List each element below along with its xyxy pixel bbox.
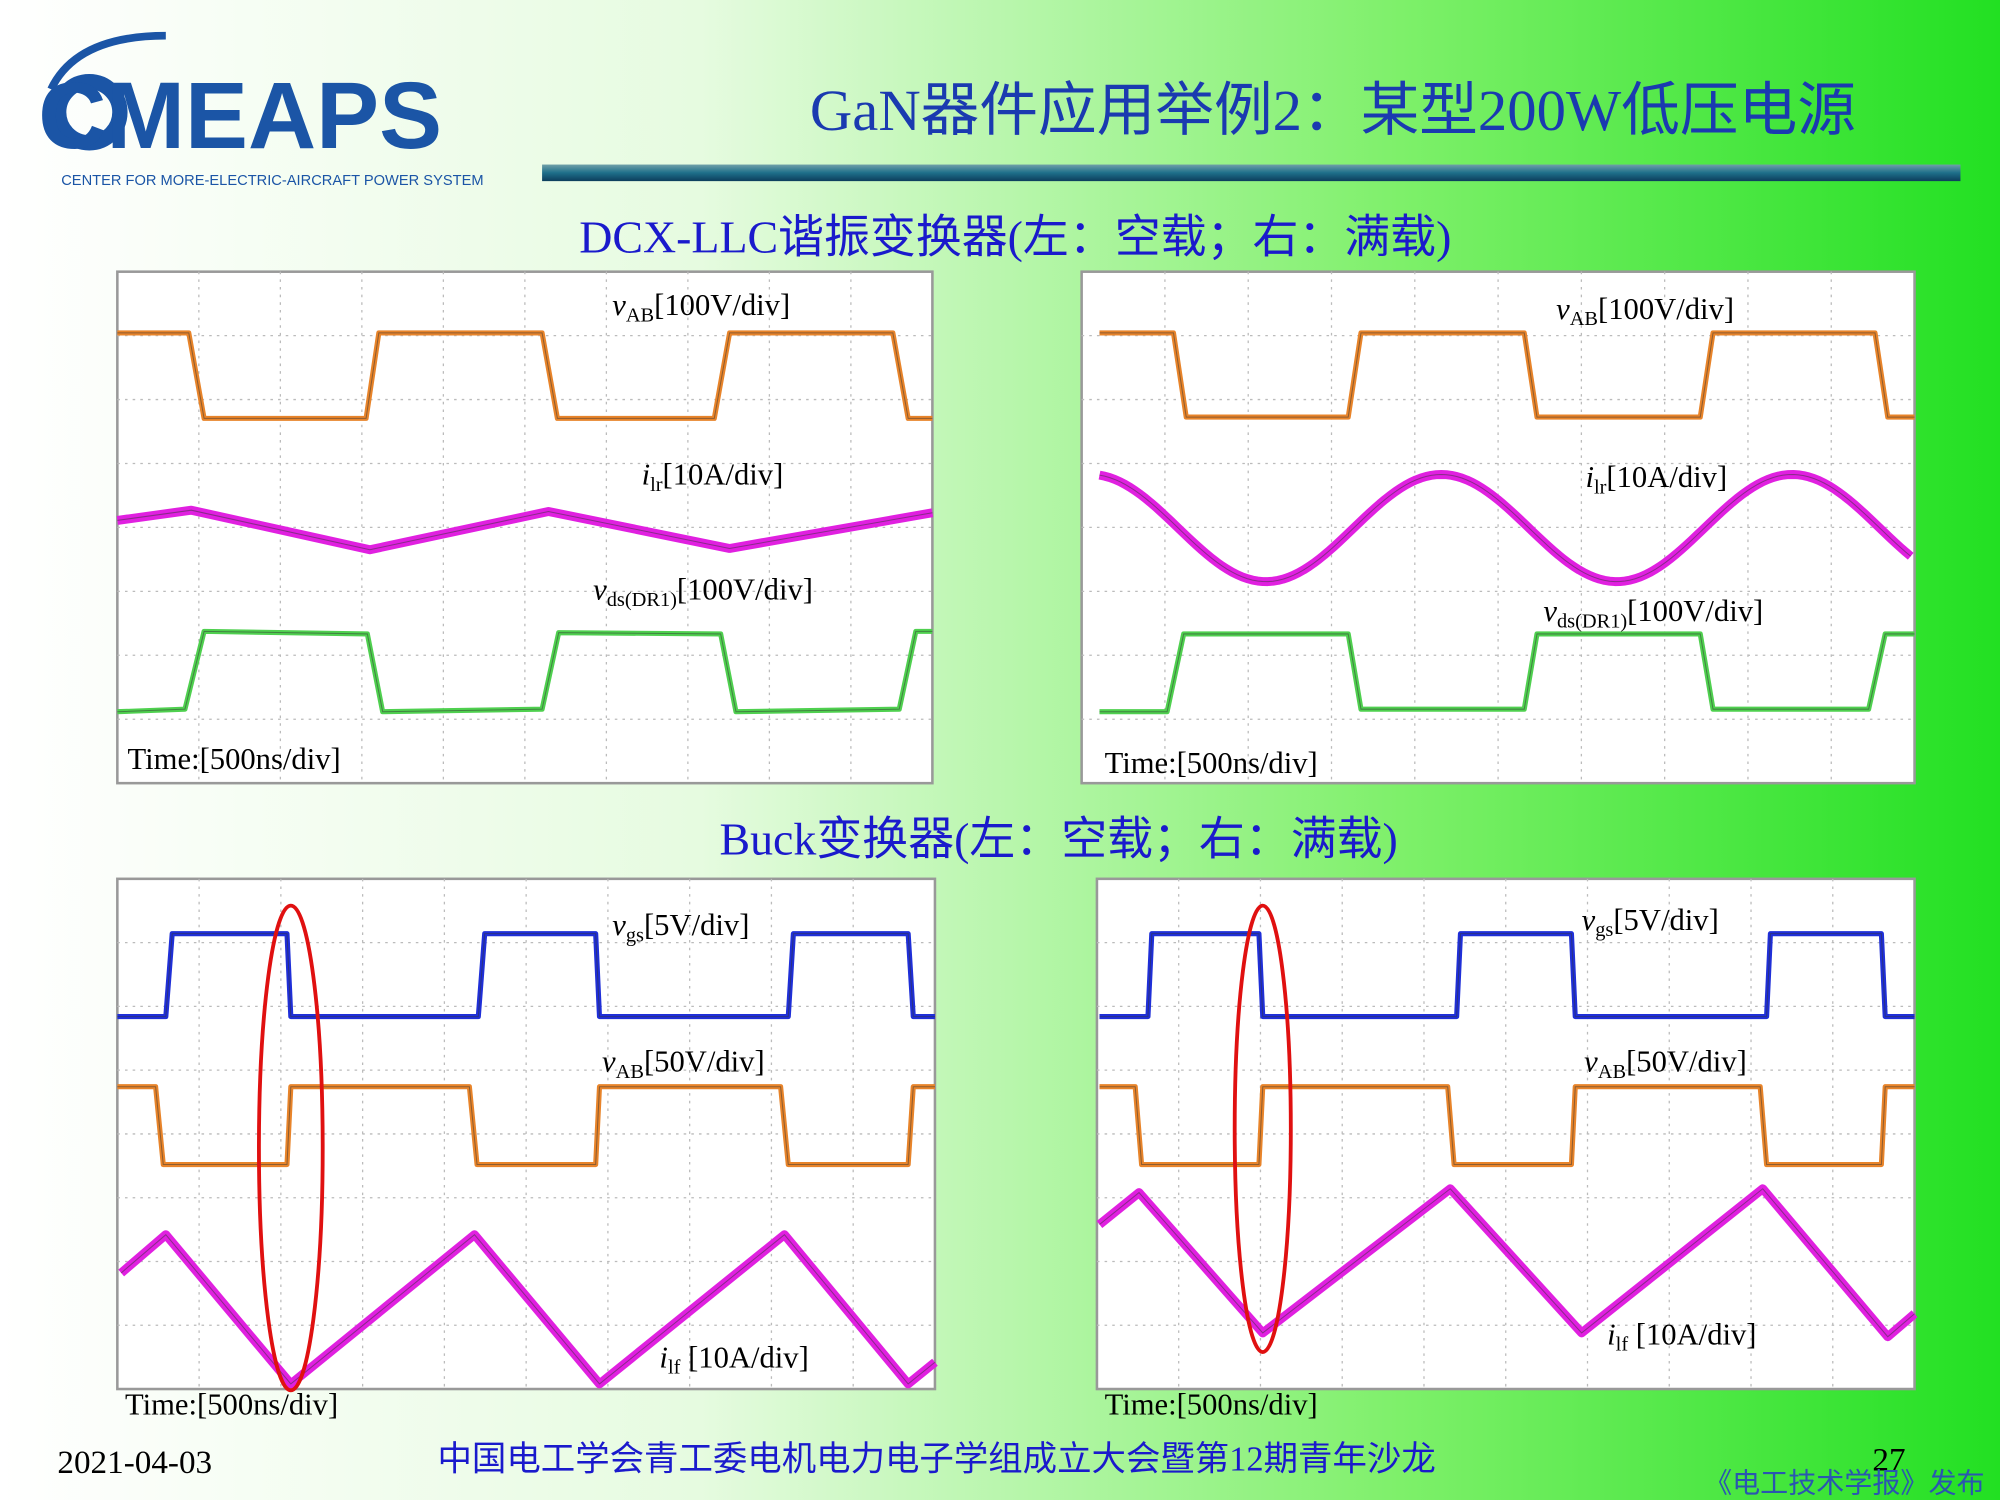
waveform-noise bbox=[1099, 332, 1915, 418]
label-symbol: i bbox=[659, 1340, 668, 1374]
trace-label: vAB[50V/div] bbox=[1584, 1044, 1747, 1082]
label-subscript: ds(DR1) bbox=[607, 589, 677, 611]
highlight-ellipse bbox=[257, 903, 325, 1393]
logo-gear bbox=[51, 73, 128, 151]
logo-subtitle: CENTER FOR MORE-ELECTRIC-AIRCRAFT POWER … bbox=[61, 173, 483, 189]
trace-label: ilr[10A/div] bbox=[1585, 460, 1727, 498]
time-scale: Time:[500ns/div] bbox=[1105, 746, 1318, 780]
label-symbol: v bbox=[612, 288, 626, 322]
waveform-noise bbox=[1099, 1188, 1915, 1338]
footer-date: 2021-04-03 bbox=[57, 1444, 212, 1481]
label-scale: [10A/div] bbox=[1606, 460, 1727, 494]
label-scale: [10A/div] bbox=[1628, 1317, 1756, 1351]
label-scale: [5V/div] bbox=[1613, 903, 1718, 937]
label-symbol: v bbox=[612, 908, 626, 942]
trace-label: ilr[10A/div] bbox=[642, 458, 784, 496]
page-number: 27 bbox=[1872, 1442, 1905, 1479]
trace-label: vgs[5V/div] bbox=[1582, 903, 1719, 941]
label-scale: [100V/div] bbox=[654, 288, 790, 322]
label-symbol: v bbox=[1582, 903, 1596, 937]
title-bar bbox=[542, 164, 1961, 182]
label-subscript: lr bbox=[1594, 477, 1607, 499]
watermark: 《电工技术学报》发布 bbox=[1704, 1467, 1984, 1499]
trace-label: vAB[100V/div] bbox=[612, 288, 790, 326]
scope-panel: vgs[5V/div]vAB[50V/div]ilf [10A/div]Time… bbox=[1095, 877, 1918, 1422]
label-subscript: lr bbox=[650, 474, 663, 496]
label-subscript: AB bbox=[616, 1061, 644, 1083]
trace-label: vds(DR1)[100V/div] bbox=[593, 572, 813, 610]
scope-panel: vgs[5V/div]vAB[50V/div]ilf [10A/div]Time… bbox=[116, 877, 938, 1422]
label-scale: [10A/div] bbox=[680, 1340, 808, 1374]
label-subscript: lf bbox=[1616, 1334, 1629, 1356]
waveform-noise bbox=[117, 509, 933, 551]
waveform-noise bbox=[1099, 933, 1915, 1018]
time-scale: Time:[500ns/div] bbox=[128, 742, 341, 776]
label-symbol: v bbox=[593, 572, 607, 606]
scope-panel: vAB[100V/div]ilr[10A/div]vds(DR1)[100V/d… bbox=[1080, 270, 1916, 785]
footer-event: 中国电工学会青工委电机电力电子学组成立大会暨第12期青年沙龙 bbox=[438, 1441, 1436, 1479]
scope-panel: vAB[100V/div]ilr[10A/div]vds(DR1)[100V/d… bbox=[116, 270, 934, 785]
waveform-noise bbox=[117, 332, 933, 419]
label-symbol: i bbox=[1585, 460, 1594, 494]
label-symbol: i bbox=[642, 458, 651, 492]
waveform-noise bbox=[117, 1086, 935, 1166]
label-scale: [50V/div] bbox=[644, 1044, 765, 1078]
label-scale: [100V/div] bbox=[1598, 292, 1734, 326]
label-symbol: v bbox=[1543, 594, 1557, 628]
label-symbol: v bbox=[1584, 1044, 1598, 1078]
label-symbol: v bbox=[1556, 292, 1570, 326]
label-subscript: AB bbox=[1598, 1061, 1626, 1083]
highlight-ellipse bbox=[1232, 903, 1293, 1354]
label-subscript: AB bbox=[1570, 308, 1598, 330]
trace-label: vAB[100V/div] bbox=[1556, 292, 1734, 330]
waveform-noise bbox=[117, 630, 933, 713]
waveform-noise bbox=[1099, 1086, 1915, 1166]
waveform-noise bbox=[1099, 473, 1912, 583]
logo: CMEAPS bbox=[38, 64, 442, 169]
label-subscript: ds(DR1) bbox=[1557, 611, 1627, 633]
label-subscript: lf bbox=[668, 1357, 681, 1379]
section-heading: DCX-LLC谐振变换器(左：空载；右：满载) bbox=[579, 212, 1451, 263]
time-scale: Time:[500ns/div] bbox=[125, 1388, 338, 1422]
logo-swoosh bbox=[47, 31, 166, 92]
waveform-noise bbox=[117, 933, 935, 1018]
time-scale: Time:[500ns/div] bbox=[1105, 1388, 1318, 1422]
label-scale: [5V/div] bbox=[644, 908, 749, 942]
label-subscript: gs bbox=[1595, 919, 1613, 941]
trace-label: ilf [10A/div] bbox=[659, 1340, 808, 1378]
trace-label: vgs[5V/div] bbox=[612, 908, 749, 946]
trace-label: vds(DR1)[100V/div] bbox=[1543, 594, 1763, 632]
section-heading: Buck变换器(左：空载；右：满载) bbox=[719, 814, 1397, 865]
slide-title: GaN器件应用举例2：某型200W低压电源 bbox=[810, 78, 1856, 143]
trace-label: ilf [10A/div] bbox=[1607, 1317, 1756, 1355]
trace-label: vAB[50V/div] bbox=[602, 1044, 765, 1082]
label-scale: [50V/div] bbox=[1626, 1044, 1747, 1078]
label-scale: [100V/div] bbox=[677, 572, 813, 606]
waveform-noise bbox=[120, 1233, 936, 1385]
label-symbol: v bbox=[602, 1044, 616, 1078]
label-scale: [100V/div] bbox=[1627, 594, 1763, 628]
label-subscript: AB bbox=[626, 304, 654, 326]
waveform-noise bbox=[1099, 633, 1915, 713]
label-subscript: gs bbox=[626, 924, 644, 946]
label-scale: [10A/div] bbox=[663, 458, 784, 492]
label-symbol: i bbox=[1607, 1317, 1616, 1351]
